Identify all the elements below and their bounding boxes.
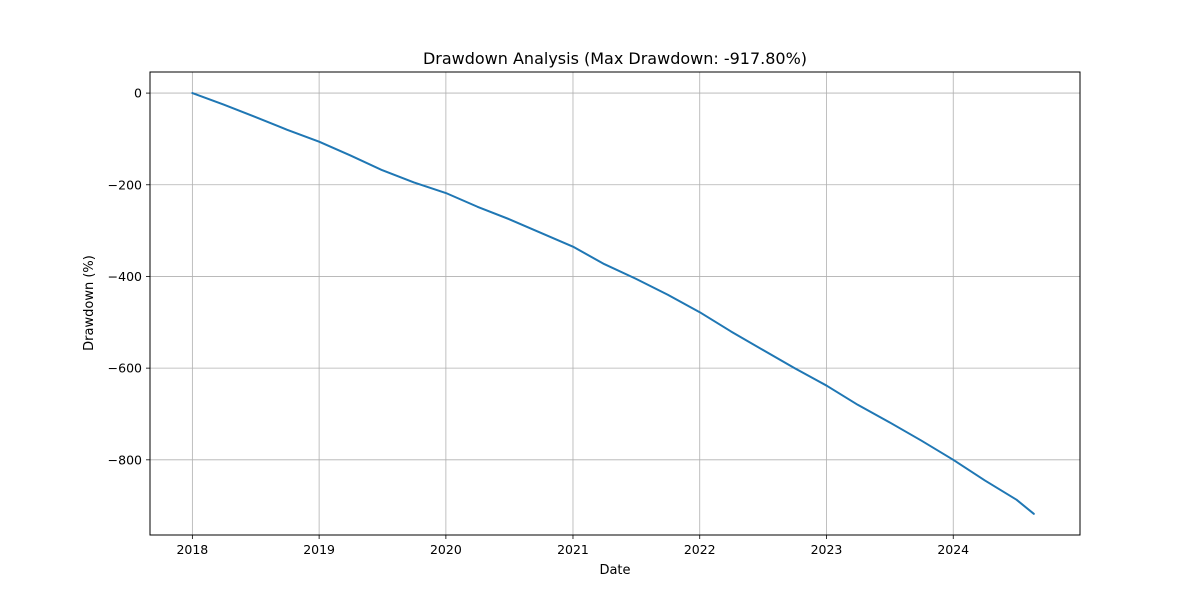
y-tick-label: −200 xyxy=(108,177,142,192)
x-tick-label: 2022 xyxy=(684,542,716,557)
series-layer xyxy=(191,92,1035,515)
x-tick-label: 2020 xyxy=(430,542,462,557)
y-tick-label: −400 xyxy=(108,269,142,284)
y-tick-label: −600 xyxy=(108,361,142,376)
x-tick-label: 2023 xyxy=(811,542,843,557)
chart-title: Drawdown Analysis (Max Drawdown: -917.80… xyxy=(423,49,807,68)
tick-layer: 2018 2019 2020 2021 2022 2023 2024 0 −200 −400 −60… xyxy=(108,86,970,557)
drawdown-series-line xyxy=(191,92,1035,515)
axes-frame xyxy=(149,71,1081,536)
x-tick-label: 2024 xyxy=(937,542,969,557)
y-axis-label: Drawdown (%) xyxy=(82,255,97,351)
x-axis-label: Date xyxy=(599,563,630,578)
x-tick-label: 2018 xyxy=(176,542,208,557)
x-tick-label: 2019 xyxy=(303,542,335,557)
x-tick-label: 2021 xyxy=(557,542,589,557)
y-tick-label: −800 xyxy=(108,452,142,467)
grid-layer xyxy=(150,72,1080,535)
y-tick-label: 0 xyxy=(134,86,142,101)
